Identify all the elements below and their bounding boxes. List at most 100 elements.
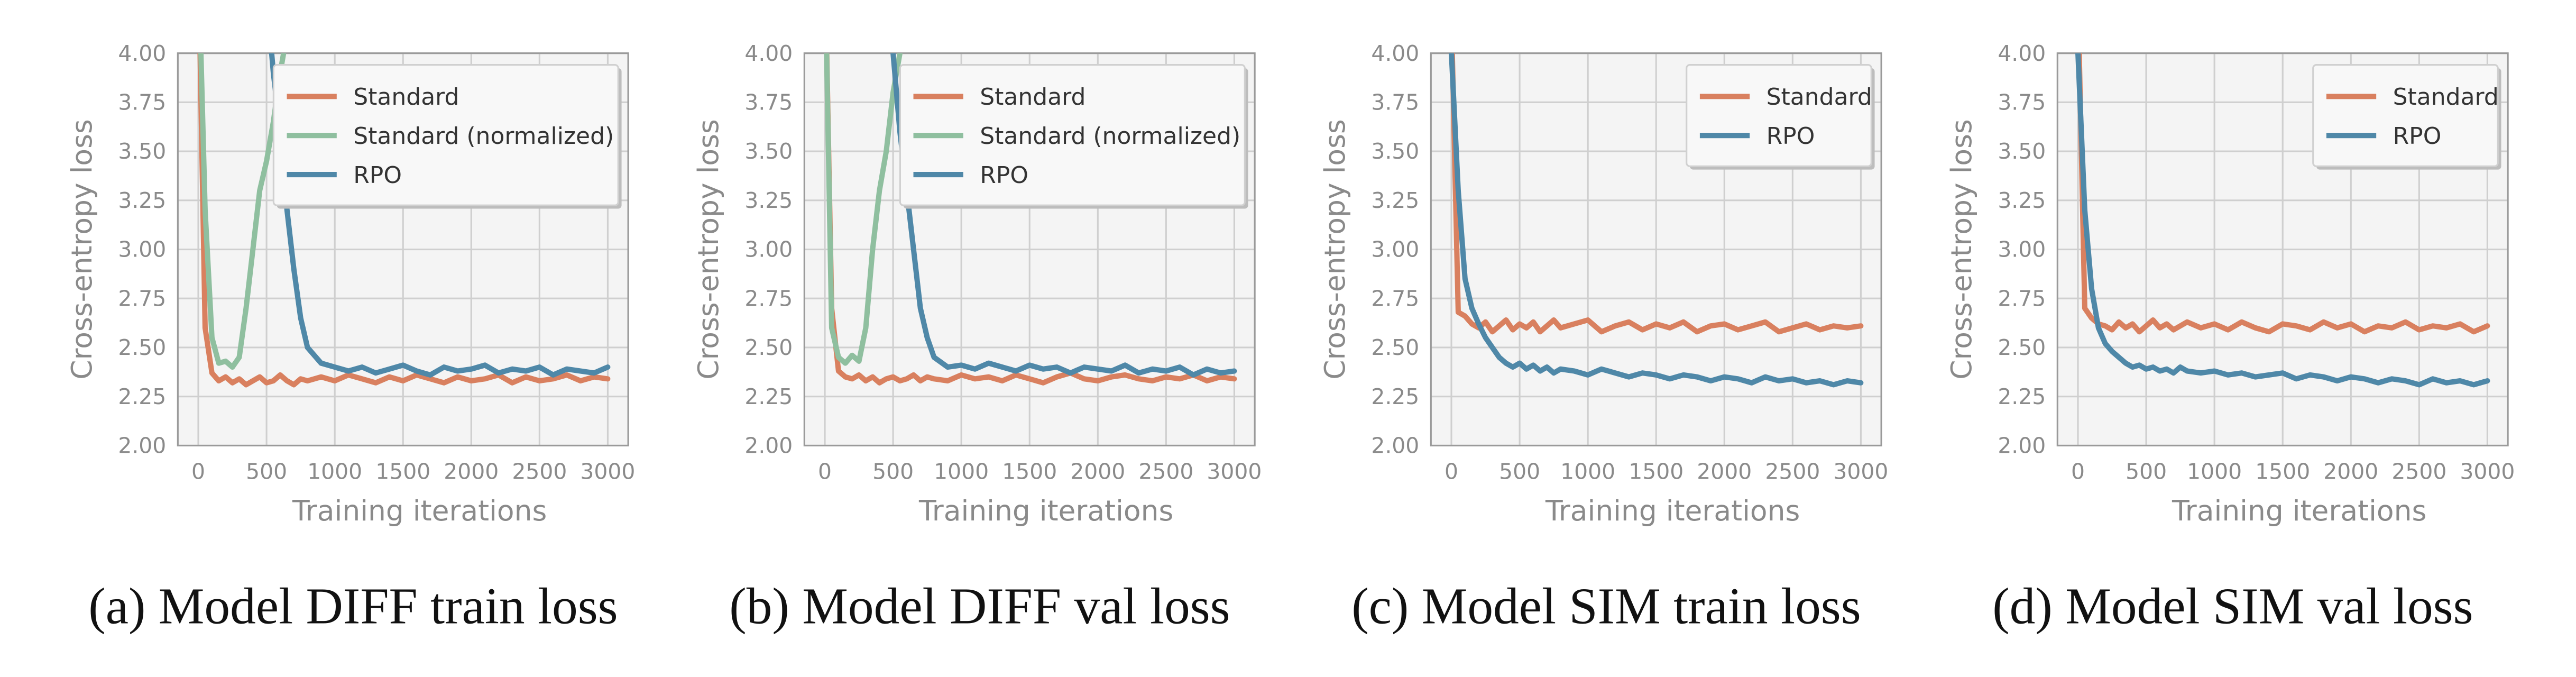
legend-box (899, 64, 1246, 206)
y-tick-label: 3.50 (1998, 139, 2046, 164)
caption: (c) Model SIM train loss (1351, 578, 1861, 635)
x-tick-label: 0 (818, 459, 832, 484)
chart-panel: 2.00 2.25 2.50 2.75 3.00 3.25 3.50 3.75 4.00 0 500… (692, 41, 1262, 635)
x-tick-label: 0 (2071, 459, 2085, 484)
y-tick-label: 4.00 (1371, 41, 1419, 66)
y-tick-label: 3.25 (1998, 188, 2046, 213)
series-line (890, 53, 1237, 378)
y-tick-label: 2.00 (744, 433, 793, 459)
x-tick-label: 1000 (1560, 459, 1615, 484)
caption: (d) Model SIM val loss (1992, 578, 2473, 635)
x-tick-label: 0 (1445, 459, 1458, 484)
x-tick-label: 3000 (580, 459, 635, 484)
y-axis-label: Cross-entropy loss (1318, 119, 1351, 380)
chart-panel: 2.00 2.25 2.50 2.75 3.00 3.25 3.50 3.75 4.00 0 500… (65, 41, 636, 635)
y-tick-label: 2.25 (1998, 384, 2046, 409)
x-tick-label: 1000 (934, 459, 989, 484)
legend-label: RPO (1767, 123, 1815, 150)
y-tick-label: 3.75 (1371, 89, 1419, 115)
y-tick-label: 3.75 (744, 89, 793, 115)
series-line (824, 53, 1237, 386)
y-tick-label: 2.50 (118, 335, 166, 360)
x-tick-label: 1000 (307, 459, 362, 484)
legend-label: Standard (2393, 84, 2499, 111)
legend: Standard RPO (2312, 64, 2501, 170)
legend-label: RPO (353, 162, 402, 189)
series-line (198, 53, 287, 370)
series-line (269, 53, 611, 378)
plot-frame (177, 52, 629, 446)
chart-panel: 2.00 2.25 2.50 2.75 3.00 3.25 3.50 3.75 4.00 0 500… (1318, 41, 1889, 635)
series-line (1449, 53, 1864, 335)
plot-frame (2056, 52, 2509, 446)
x-tick-label: 1500 (1002, 459, 1057, 484)
x-axis-label: Training iterations (292, 494, 547, 527)
x-tick-label: 1500 (375, 459, 430, 484)
y-tick-label: 2.75 (118, 286, 166, 311)
x-tick-label: 1500 (2255, 459, 2310, 484)
x-tick-label: 3000 (1207, 459, 1262, 484)
series-line (1449, 53, 1864, 388)
y-tick-label: 2.75 (744, 286, 793, 311)
series-line (2075, 53, 2490, 388)
x-tick-label: 2500 (2391, 459, 2446, 484)
chart-panel: 2.00 2.25 2.50 2.75 3.00 3.25 3.50 3.75 4.00 0 500… (1945, 41, 2515, 635)
x-tick-label: 2000 (1070, 459, 1125, 484)
y-tick-label: 4.00 (744, 41, 793, 66)
legend-box (272, 64, 619, 206)
legend-label: RPO (980, 162, 1028, 189)
y-tick-label: 2.00 (1998, 433, 2046, 459)
x-tick-label: 2000 (444, 459, 499, 484)
x-tick-label: 2000 (1697, 459, 1752, 484)
y-tick-label: 4.00 (118, 41, 166, 66)
y-tick-label: 2.50 (744, 335, 793, 360)
caption: (a) Model DIFF train loss (88, 578, 618, 635)
lines (1449, 53, 1864, 388)
y-tick-label: 3.75 (1998, 89, 2046, 115)
x-tick-label: 1500 (1629, 459, 1683, 484)
legend-label: Standard (normalized) (980, 123, 1240, 150)
y-tick-label: 3.50 (118, 139, 166, 164)
y-axis-label: Cross-entropy loss (65, 119, 98, 380)
legend-label: RPO (2393, 123, 2442, 150)
y-tick-label: 3.25 (118, 188, 166, 213)
y-tick-label: 3.25 (1371, 188, 1419, 213)
y-tick-label: 2.00 (118, 433, 166, 459)
legend: Standard Standard (normalized) RPO (899, 64, 1248, 209)
x-axis-label: Training iterations (2172, 494, 2426, 527)
x-tick-label: 0 (191, 459, 205, 484)
x-tick-label: 500 (246, 459, 287, 484)
lines (197, 53, 611, 388)
x-axis-label: Training iterations (918, 494, 1173, 527)
legend-label: Standard (980, 84, 1085, 111)
x-tick-label: 3000 (2460, 459, 2515, 484)
legend-label: Standard (normalized) (353, 123, 614, 150)
y-tick-label: 3.50 (744, 139, 793, 164)
series-line (2076, 53, 2490, 335)
legend-box (1686, 64, 1872, 167)
x-tick-label: 3000 (1833, 459, 1888, 484)
legend-box (2312, 64, 2499, 167)
y-tick-label: 3.00 (1998, 237, 2046, 262)
y-tick-label: 3.50 (1371, 139, 1419, 164)
x-tick-label: 1000 (2187, 459, 2242, 484)
x-tick-label: 2500 (1138, 459, 1193, 484)
x-tick-label: 2500 (512, 459, 567, 484)
lines (824, 53, 1237, 386)
x-tick-label: 2000 (2323, 459, 2378, 484)
series-line (824, 53, 903, 366)
plot-frame (803, 52, 1256, 446)
x-tick-label: 2500 (1765, 459, 1820, 484)
y-tick-label: 3.00 (118, 237, 166, 262)
y-tick-label: 2.50 (1371, 335, 1419, 360)
y-tick-label: 3.00 (1371, 237, 1419, 262)
x-axis-label: Training iterations (1545, 494, 1800, 527)
y-tick-label: 2.75 (1371, 286, 1419, 311)
y-tick-label: 2.75 (1998, 286, 2046, 311)
legend-label: Standard (353, 84, 459, 111)
legend: Standard RPO (1686, 64, 1875, 170)
series-line (197, 53, 611, 388)
y-tick-label: 3.75 (118, 89, 166, 115)
y-tick-label: 2.25 (744, 384, 793, 409)
